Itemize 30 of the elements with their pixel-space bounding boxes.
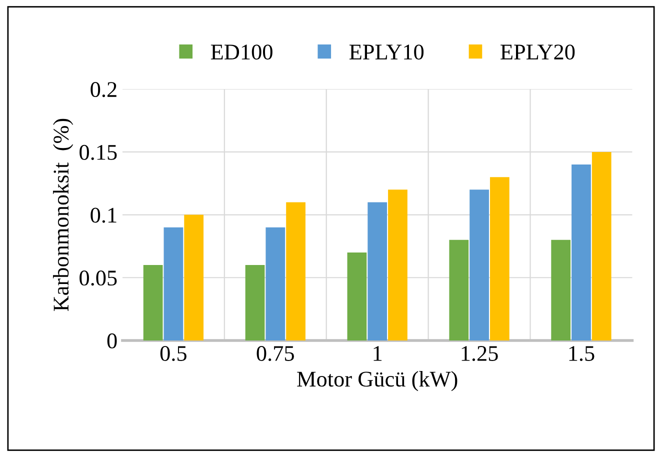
bar (266, 227, 286, 340)
bar (572, 164, 591, 340)
bar (368, 202, 388, 340)
y-tick-label: 0.15 (80, 144, 117, 160)
bar (347, 252, 367, 340)
y-tick-label: 0 (107, 333, 117, 348)
bar (551, 240, 571, 340)
legend-label: ED100 (210, 44, 272, 60)
legend-label: EPLY20 (500, 44, 575, 60)
legend-label: EPLY10 (349, 44, 424, 60)
x-tick-label: 1.5 (569, 346, 594, 362)
y-tick-label: 0.2 (90, 82, 116, 98)
bar (184, 214, 204, 340)
y-tick-label: 0.1 (90, 208, 116, 223)
x-tick-label: 1 (374, 346, 382, 361)
bar (286, 202, 306, 340)
bar (164, 227, 184, 340)
bar (490, 177, 510, 340)
bar (449, 240, 469, 340)
bar (470, 190, 489, 340)
x-tick-label: 1.25 (462, 346, 498, 362)
bar (388, 190, 408, 340)
bar (143, 265, 163, 340)
y-axis-title: Karbonmonoksit (%) (53, 118, 74, 312)
bar (245, 265, 265, 340)
bar (592, 152, 612, 340)
x-axis-title: Motor Gücü (kW) (297, 371, 458, 392)
y-tick-label: 0.05 (80, 270, 117, 286)
x-tick-label: 0.5 (160, 346, 186, 362)
x-tick-label: 0.75 (256, 346, 294, 362)
